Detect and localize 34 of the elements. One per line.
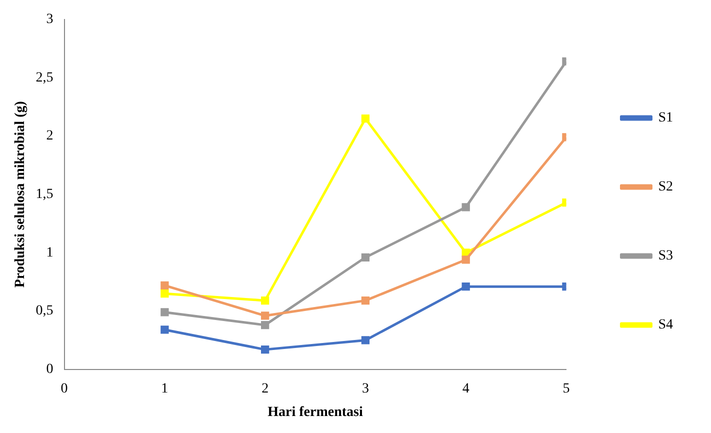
y-tick-label: 1,5 (36, 187, 54, 202)
y-axis-title: Produksi selulosa mikrobial (g) (13, 100, 28, 288)
point (260, 296, 270, 305)
x-tick-label: 5 (562, 381, 570, 396)
point (462, 203, 470, 212)
y-tick-label: 1 (46, 245, 54, 260)
point (361, 114, 370, 123)
legend-label: S4 (658, 318, 674, 333)
y-tick-label: 2 (46, 128, 54, 144)
y-tick-label: 0 (46, 362, 54, 378)
point (361, 296, 370, 305)
x-tick-label: 4 (462, 381, 470, 396)
x-axis-title: Hari fermentasi (268, 405, 363, 420)
x-tick-label: 3 (362, 381, 369, 396)
legend-label: S3 (658, 248, 674, 264)
point (260, 312, 270, 320)
point (160, 308, 169, 316)
x-tick-label: 2 (262, 381, 269, 396)
point (462, 282, 470, 291)
legend-label: S2 (658, 180, 674, 195)
y-tick-label: 3 (46, 12, 54, 28)
point (160, 326, 169, 334)
point (260, 320, 270, 330)
point (361, 336, 370, 344)
point (160, 281, 169, 290)
legend-label: S1 (658, 110, 674, 126)
y-tick-label: 0,5 (36, 304, 54, 319)
y-tick-label: 2,5 (36, 70, 54, 86)
point (361, 253, 370, 262)
x-tick-label: 1 (161, 381, 168, 396)
point (462, 256, 470, 264)
point (260, 345, 270, 354)
point (160, 289, 169, 298)
x-tick-label: 0 (60, 381, 68, 396)
